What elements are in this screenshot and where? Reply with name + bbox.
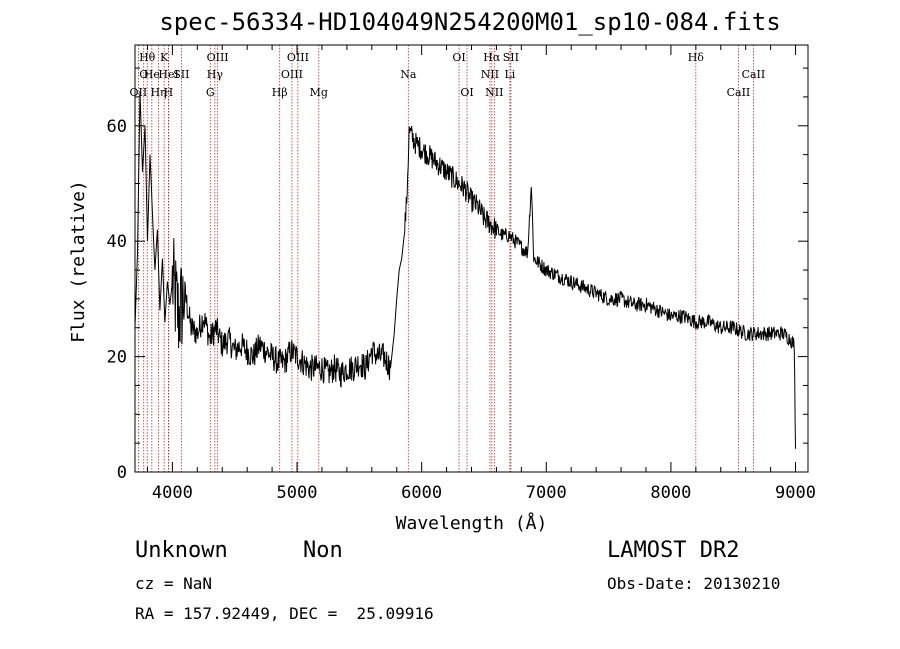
x-tick-label-7000: 7000 bbox=[526, 483, 567, 503]
line-label-18: OI bbox=[460, 86, 473, 99]
line-label-13: OIII bbox=[281, 68, 303, 81]
axis-ticks: 4000 5000 6000 7000 8000 9000 0 20 40 60 bbox=[107, 45, 816, 503]
line-label-20: Hα bbox=[483, 51, 501, 64]
line-label-5: K bbox=[160, 51, 169, 64]
spectral-line-markers bbox=[137, 45, 754, 472]
line-label-25: CaII bbox=[727, 86, 751, 99]
plot-frame bbox=[134, 44, 809, 473]
line-label-6: H bbox=[164, 86, 174, 99]
observation-date: Obs-Date: 20130210 bbox=[607, 574, 781, 593]
object-subclass: Non bbox=[303, 538, 343, 563]
survey-name: LAMOST DR2 bbox=[607, 538, 740, 563]
line-label-24: Hδ bbox=[688, 51, 705, 64]
y-tick-label-40: 40 bbox=[107, 232, 127, 252]
line-label-0: OII bbox=[130, 86, 148, 99]
y-tick-label-60: 60 bbox=[107, 117, 127, 137]
line-label-22: Li bbox=[504, 68, 515, 81]
chart-title: spec-56334-HD104049N254200M01_sp10-084.f… bbox=[159, 8, 781, 36]
line-label-7: HeI bbox=[158, 68, 178, 81]
y-tick-label-20: 20 bbox=[107, 348, 127, 368]
line-label-3: He bbox=[144, 68, 160, 81]
line-label-10: Hγ bbox=[207, 68, 224, 81]
line-label-1: O bbox=[139, 68, 148, 81]
line-label-14: OIII bbox=[287, 51, 309, 64]
ra-dec-coordinates: RA = 157.92449, DEC = 25.09916 bbox=[135, 604, 434, 623]
line-label-11: OIII bbox=[207, 51, 229, 64]
x-tick-label-5000: 5000 bbox=[277, 483, 318, 503]
x-axis-label: Wavelength (Å) bbox=[396, 512, 548, 534]
x-tick-label-8000: 8000 bbox=[650, 483, 691, 503]
line-label-17: OI bbox=[452, 51, 465, 64]
x-tick-label-6000: 6000 bbox=[401, 483, 442, 503]
x-tick-label-9000: 9000 bbox=[775, 483, 816, 503]
line-label-8: SII bbox=[173, 68, 189, 81]
line-label-19: NII bbox=[481, 68, 499, 81]
y-axis-label: Flux (relative) bbox=[68, 180, 89, 343]
line-label-2: Hθ bbox=[139, 51, 156, 64]
line-label-4: Hη bbox=[150, 86, 166, 99]
x-tick-label-4000: 4000 bbox=[152, 483, 193, 503]
line-labels: OIIOHθHeHηKHHeISIIGHγOIIIHβOIIIOIIIMgNaO… bbox=[130, 51, 766, 99]
line-label-23: SII bbox=[503, 51, 519, 64]
y-tick-label-0: 0 bbox=[117, 463, 127, 483]
object-class: Unknown bbox=[135, 538, 228, 563]
redshift-cz: cz = NaN bbox=[135, 574, 213, 593]
line-label-12: Hβ bbox=[272, 86, 288, 99]
line-label-9: G bbox=[206, 86, 215, 99]
line-label-16: Na bbox=[400, 68, 417, 81]
line-label-21: NII bbox=[485, 86, 503, 99]
line-label-15: Mg bbox=[310, 86, 328, 99]
line-label-26: CaII bbox=[742, 68, 766, 81]
spectrum-series bbox=[134, 91, 796, 449]
spectrum-line bbox=[134, 91, 796, 449]
